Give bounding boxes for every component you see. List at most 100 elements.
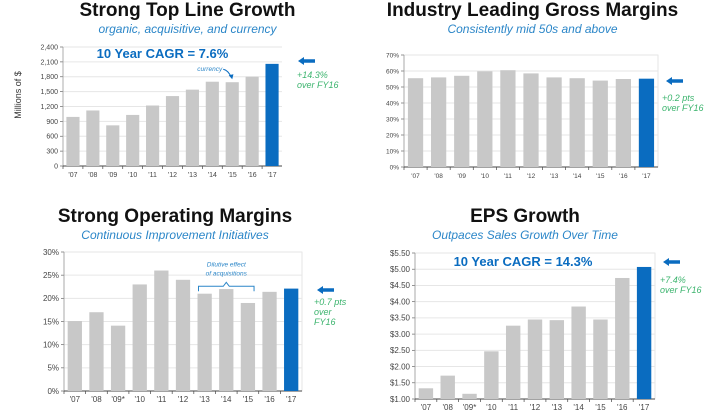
panel-eps-growth: EPS Growth Outpaces Sales Growth Over Ti…: [355, 200, 710, 414]
bar: [477, 71, 493, 167]
growth-note: +7.4% over FY16: [660, 275, 702, 295]
bar: [454, 75, 470, 167]
bar: [592, 80, 608, 167]
bar: [505, 325, 521, 399]
y-tick-label: $2.00: [390, 362, 411, 371]
y-tick-label: $3.00: [390, 330, 411, 339]
y-tick-label: 1,200: [40, 104, 58, 111]
y-tick-label: 900: [46, 119, 58, 126]
x-tick-label: '17: [267, 172, 276, 179]
panel-top-line-growth: Strong Top Line Growth organic, acquisit…: [0, 0, 355, 200]
y-tick-label: 30%: [43, 248, 59, 257]
bar: [205, 81, 219, 166]
chart-title: Strong Operating Margins: [57, 206, 293, 227]
x-tick-label: '08: [443, 403, 454, 412]
x-tick-label: '10: [128, 172, 137, 179]
bracket-label-line-1: Dilutive effect: [207, 261, 247, 268]
y-tick-label: 5%: [47, 364, 59, 373]
x-tick-label: '08: [88, 172, 97, 179]
chart-title: Strong Top Line Growth: [79, 0, 296, 21]
y-tick-label: 20%: [386, 132, 399, 139]
y-tick-label: 10%: [386, 148, 399, 155]
x-tick-label: '12: [168, 172, 177, 179]
bar: [126, 114, 140, 166]
x-tick-label: '15: [228, 172, 237, 179]
y-tick-label: 0%: [390, 164, 400, 171]
x-tick-label: '09*: [111, 395, 125, 404]
x-tick-label: '10: [481, 173, 490, 180]
note-line-2: over FY16: [297, 80, 339, 90]
y-tick-label: 1,800: [40, 74, 58, 81]
x-tick-label: '14: [573, 173, 582, 180]
x-tick-label: '13: [199, 395, 210, 404]
note-line-1: +7.4%: [660, 275, 686, 285]
bar: [500, 70, 516, 167]
bar: [407, 78, 424, 167]
bracket: [197, 281, 255, 292]
chart-title: Industry Leading Gross Margins: [386, 0, 679, 21]
x-tick-label: '13: [552, 403, 563, 412]
y-tick-label: 10%: [43, 340, 59, 349]
x-tick-label: '11: [504, 173, 512, 180]
bar: [262, 291, 277, 391]
chart-gross-margins: 0% 10% 20% 30% 40% 50% 60% 70% '07 '08 '09 '10 '11 '1…: [386, 52, 683, 180]
bar: [219, 289, 234, 391]
bar: [523, 73, 539, 167]
x-tick-label: '14: [208, 172, 217, 179]
x-tick-label: '14: [221, 395, 232, 404]
bar: [106, 125, 120, 166]
chart-subtitle: Continuous Improvement Initiatives: [81, 228, 269, 242]
note-line-2: over FY16: [662, 103, 704, 113]
x-tick-label: '11: [508, 403, 518, 412]
y-tick-label: 30%: [386, 116, 399, 123]
y-tick-label: $3.50: [390, 314, 411, 323]
x-tick-label: '11: [148, 172, 157, 179]
note-line-1: +14.3%: [297, 70, 328, 80]
y-tick-label: 0: [54, 163, 58, 170]
x-tick-label: '15: [595, 403, 606, 412]
note-line-2: over FY16: [660, 285, 702, 295]
y-tick-label: 25%: [43, 271, 59, 280]
x-tick-label: '16: [248, 172, 257, 179]
x-tick-label: '09*: [463, 403, 477, 412]
note-line-2: over FY16: [314, 307, 336, 327]
x-tick-label: '07: [421, 403, 432, 412]
x-tick-label: '17: [642, 173, 651, 180]
y-tick-label: 60%: [386, 68, 399, 75]
bar: [431, 77, 447, 167]
x-tick-label: '11: [156, 395, 166, 404]
bar: [462, 393, 477, 399]
bar: [527, 319, 543, 399]
currency-callout-label: currency: [197, 66, 223, 73]
callout-arrowhead-icon: [228, 74, 234, 80]
x-tick-label: '12: [527, 173, 536, 180]
x-tick-label: '16: [619, 173, 628, 180]
y-tick-label: 70%: [386, 52, 399, 59]
cagr-annotation: 10 Year CAGR = 7.6%: [97, 46, 229, 61]
chart-operating-margins: 0% 5% 10% 15% 20% 25% 30% '07 '08 '09* '10 '11 '12 '1…: [43, 248, 334, 404]
bar: [440, 375, 455, 399]
bar-highlight: [636, 266, 652, 399]
bar: [546, 77, 562, 167]
bar: [146, 105, 160, 166]
chart-eps: $1.00 $1.50 $2.00 $2.50 $3.00 $3.50 $4.00 $4.50…: [390, 249, 680, 412]
bar: [175, 279, 191, 391]
bracket-label-line-2: of acquisitions: [206, 270, 248, 277]
arrow-left-icon: [663, 258, 680, 266]
bar-highlight: [638, 78, 655, 167]
note-line-1: +0.2 pts: [662, 93, 695, 103]
bar: [165, 96, 180, 166]
x-tick-label: '07: [70, 395, 81, 404]
x-tick-label: '13: [188, 172, 197, 179]
note-line-1: +0.7 pts: [314, 297, 347, 307]
y-tick-label: 0%: [47, 387, 59, 396]
bar: [197, 293, 212, 391]
panel-operating-margins: Strong Operating Margins Continuous Impr…: [0, 200, 355, 414]
y-tick-label: $5.50: [390, 249, 411, 258]
x-tick-label: '07: [68, 172, 77, 179]
chart-subtitle: Consistently mid 50s and above: [447, 22, 618, 36]
y-tick-label: 15%: [43, 317, 59, 326]
x-tick-label: '09: [108, 172, 117, 179]
y-tick-label: $4.50: [390, 281, 411, 290]
bar: [569, 78, 585, 167]
